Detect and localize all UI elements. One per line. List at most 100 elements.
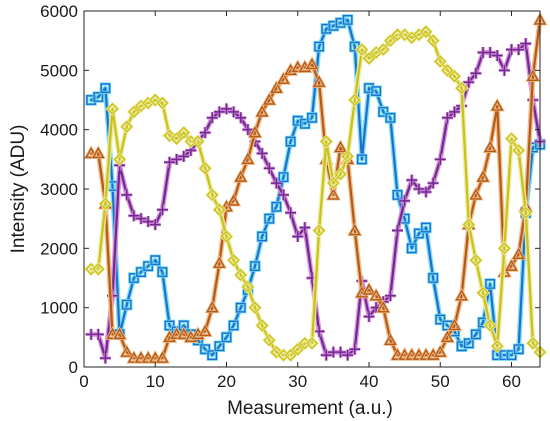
data-point [420,25,432,38]
data-point [455,82,468,95]
data-point [135,213,147,225]
data-point [250,261,260,272]
data-point [421,222,431,233]
data-point [512,247,525,259]
data-point [356,154,367,165]
data-point [156,96,169,109]
data-point [469,188,483,200]
data-point [270,346,283,359]
data-point [369,289,383,301]
data-point [128,273,139,283]
data-point [491,50,503,61]
data-point [121,189,133,201]
data-point [448,70,461,83]
data-point [334,168,347,181]
data-point [512,144,525,157]
data-point [270,81,283,93]
data-point [228,320,239,331]
series-layer [83,11,548,364]
data-point [384,290,396,302]
data-point [149,219,161,231]
data-point [470,329,481,340]
data-point [227,254,240,267]
data-point [270,177,282,189]
data-point [484,319,497,332]
data-point [156,351,169,363]
data-point [284,349,297,362]
data-point [498,64,510,76]
data-point [342,14,353,25]
data-point [506,350,517,361]
data-point [355,43,368,56]
y-tick-label: 4000 [40,121,78,140]
data-point [463,76,475,88]
data-point [241,280,254,293]
data-point [142,216,154,228]
data-point [99,197,112,210]
data-point [113,153,126,166]
data-point [320,349,332,361]
data-point [412,348,426,360]
data-point [241,152,255,165]
data-point [278,172,289,183]
data-point [434,55,447,68]
data-point [206,188,219,201]
series-line [90,30,542,357]
data-point [491,99,504,111]
data-point [483,141,497,153]
data-point [156,204,168,216]
data-point [348,94,361,106]
data-point [199,127,211,139]
data-point [513,344,524,355]
data-point [362,283,376,295]
data-point [363,52,375,65]
x-tick-label: 60 [502,372,521,391]
data-point [235,302,246,313]
data-point [327,188,340,200]
data-point [526,337,539,350]
data-point [291,343,304,356]
data-point [441,64,454,77]
data-point [134,351,148,363]
data-point [207,350,218,361]
data-point [178,150,190,162]
data-point [228,106,240,118]
data-point [441,330,454,343]
data-point [271,201,282,212]
x-tick-label: 40 [360,372,379,391]
data-point [427,177,439,189]
data-point [177,327,190,340]
data-point [427,34,440,47]
y-tick-label: 1000 [40,299,78,318]
data-point [377,301,390,313]
data-point [335,346,346,358]
y-tick-label: 6000 [40,2,78,21]
axis-layer: 0 10 20 30 40 50 60 0 1000 2000 3000 4000 5000 6000 [40,2,540,391]
data-point [428,273,439,283]
data-point [106,327,119,340]
data-point [199,162,212,175]
data-point [420,186,432,198]
data-point [192,135,204,148]
series-line [90,18,542,360]
data-point [149,94,162,106]
x-tick-label: 30 [288,372,307,391]
series-triangle [83,11,548,364]
data-point [306,337,318,350]
data-point [234,269,247,282]
data-point [171,153,183,165]
data-point [341,150,354,163]
data-point [505,132,518,145]
data-point [435,314,446,325]
data-point [198,324,212,337]
data-point [513,44,525,56]
data-point [520,38,532,50]
data-point [441,112,453,124]
data-point [313,325,325,337]
data-point [363,311,375,323]
data-point [143,261,154,272]
data-point [278,189,289,201]
data-point [234,170,247,182]
data-point [213,256,226,268]
data-point [299,222,311,234]
